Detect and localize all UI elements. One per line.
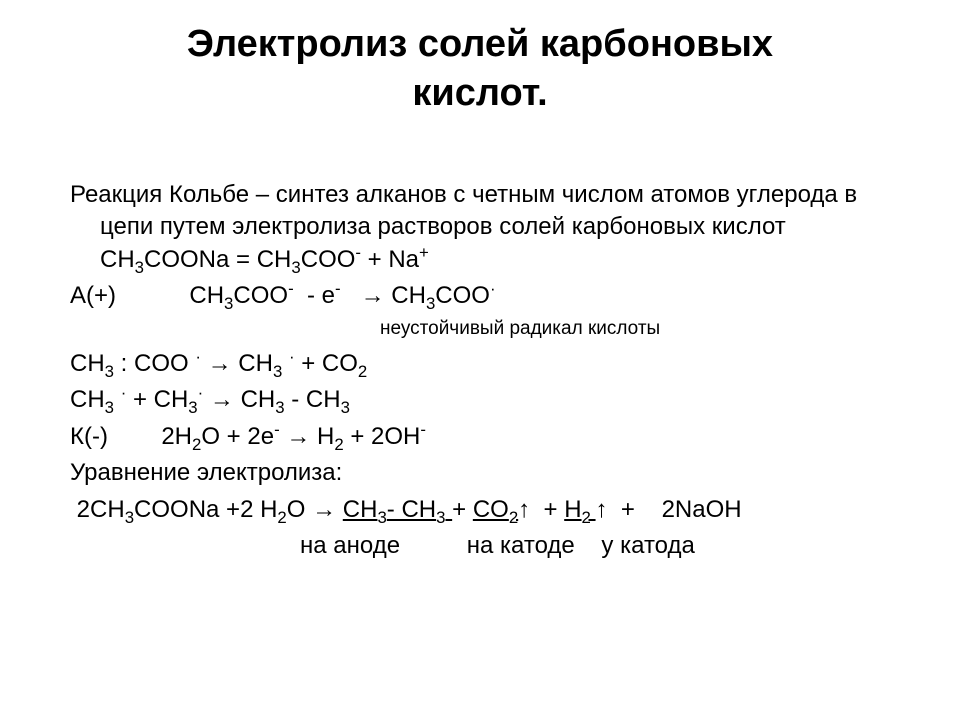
- cathode-footer: на катоде: [467, 532, 575, 559]
- radical-note: неустойчивый радикал кислоты: [70, 316, 910, 342]
- summary-label: Уравнение электролиза:: [70, 457, 910, 489]
- near-cathode-footer: у катода: [601, 532, 694, 559]
- title-line-1: Электролиз солей карбоновых: [187, 23, 773, 65]
- slide-title: Электролиз солей карбоновых кислот.: [40, 20, 920, 119]
- intro-eq: CH3COONa = CH3COO- + Na+: [100, 246, 429, 273]
- anode-eq: CH3COO- - e- → CH3COO·: [189, 282, 495, 309]
- radical-line-1: CH3 : COO · → CH3 · + CO2: [70, 348, 910, 380]
- electrode-labels: на аноде на катоде у катода: [70, 530, 910, 562]
- anode-line: А(+) CH3COO- - e- → CH3COO·: [70, 280, 910, 312]
- intro-text: Реакция Кольбе – синтез алканов с четным…: [70, 181, 857, 240]
- title-line-2: кислот.: [412, 72, 547, 114]
- cathode-eq: 2H2O + 2e- → H2 + 2OH-: [161, 423, 426, 450]
- anode-label: А(+): [70, 282, 116, 309]
- slide-body: Реакция Кольбе – синтез алканов с четным…: [40, 179, 920, 563]
- cathode-line: К(-) 2H2O + 2e- → H2 + 2OH-: [70, 421, 910, 453]
- anode-footer: на аноде: [300, 532, 400, 559]
- slide: Электролиз солей карбоновых кислот. Реак…: [0, 0, 960, 720]
- radical-line-2: CH3 · + CH3· → CH3 - CH3: [70, 384, 910, 416]
- intro-block: Реакция Кольбе – синтез алканов с четным…: [70, 179, 910, 276]
- summary-eq: 2CH3COONa +2 H2O → CH3- CH3 + CO2↑ + H2 …: [70, 494, 910, 526]
- cathode-label: К(-): [70, 423, 108, 450]
